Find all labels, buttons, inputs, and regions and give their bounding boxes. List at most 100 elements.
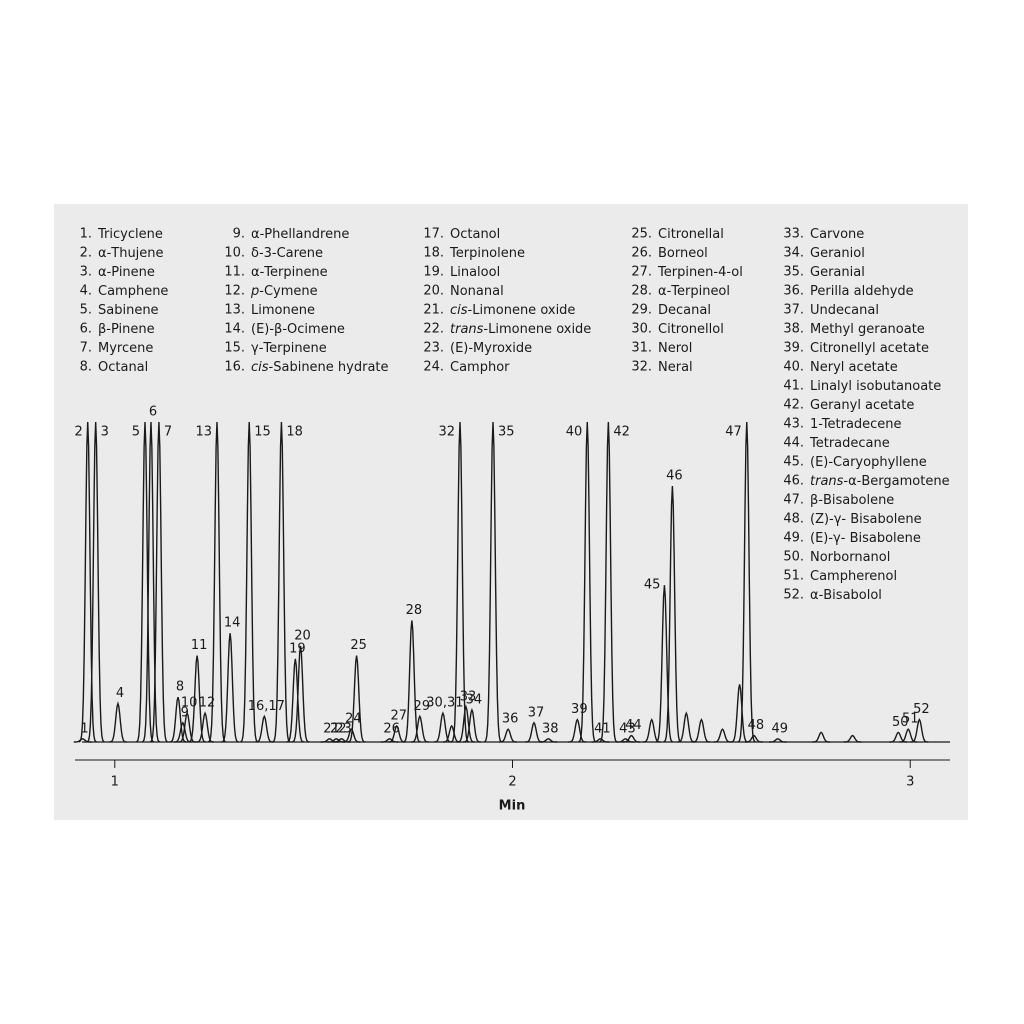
legend-italic: p [250,284,259,299]
legend-name: Citronellol [658,322,724,337]
peak-label: 30,31 [426,696,463,711]
peak [109,701,127,743]
legend-number: 27. [631,265,652,280]
legend-text: -Limonene oxide [483,322,591,337]
peak [73,738,92,743]
peak [255,714,274,743]
peak-label: 11 [191,638,208,653]
peak [463,707,481,743]
legend-number: 22. [423,322,444,337]
legend-text: α-Thujene [98,246,164,261]
legend-number: 21. [423,303,444,318]
legend-text: α-Pinene [98,265,155,280]
peak-label: 16,17 [248,699,285,714]
legend-text: Carvone [810,227,864,242]
legend-name: Carvone [810,227,864,242]
legend-number: 43. [783,417,804,432]
legend-text: β-Pinene [98,322,155,337]
legend-text: Citronellal [658,227,724,242]
peak-label: 9 [181,705,189,720]
peak-label: 25 [350,638,367,653]
legend-number: 10. [224,246,245,261]
peak-label: 22 [330,721,347,736]
legend-name: Nonanal [450,284,504,299]
legend-number: 40. [783,360,804,375]
legend-text: Linalool [450,265,500,280]
legend-name: p-Cymene [250,284,318,299]
peak [387,724,406,743]
peak [616,738,635,743]
legend-number: 2. [80,246,92,261]
legend-text: Camphene [98,284,168,299]
peak [332,738,351,743]
legend-text: Borneol [658,246,708,261]
legend-text: Terpinolene [449,246,525,261]
peak [663,485,682,743]
legend-name: Undecanal [810,303,879,318]
legend-text: Geranyl acetate [810,398,914,413]
legend-name: α-Pinene [98,265,155,280]
legend-number: 52. [783,588,804,603]
legend-name: trans-Limonene oxide [450,322,591,337]
legend-text: Nerol [658,341,692,356]
legend-text: α-Terpinene [251,265,328,280]
legend-name: α-Thujene [98,246,164,261]
peak-label: 52 [913,702,930,717]
peak [599,421,618,743]
legend-text: Citronellyl acetate [810,341,929,356]
legend-number: 44. [783,436,804,451]
legend-text: (E)-β-Ocimene [251,322,345,337]
legend-number: 42. [783,398,804,413]
x-axis-label: Min [499,799,526,814]
legend-name: Perilla aldehyde [810,284,914,299]
legend-name: trans-α-Bergamotene [810,474,950,489]
peak-label: 27 [390,709,407,724]
legend-number: 45. [783,455,804,470]
legend-name: γ-Terpinene [251,341,327,356]
legend-number: 17. [423,227,444,242]
peak-label: 7 [164,425,172,440]
x-tick-label: 2 [508,775,516,790]
peak-label: 21 [323,721,340,736]
peak-label: 38 [542,721,559,736]
peak [221,633,240,743]
legend-text: -α-Bergamotene [843,474,949,489]
legend-name: Campherenol [810,569,897,584]
peak [642,718,661,743]
legend-text: (E)-Caryophyllene [810,455,927,470]
peak [457,704,475,743]
legend-number: 50. [783,550,804,565]
legend-number: 7. [80,341,92,356]
legend-name: δ-3-Carene [251,246,323,261]
legend-name: α-Terpinene [251,265,328,280]
legend-text: (E)-γ- Bisabolene [810,531,921,546]
legend-text: Sabinene [98,303,159,318]
legend-number: 36. [783,284,804,299]
legend-number: 1. [80,227,92,242]
legend-text: Nonanal [450,284,504,299]
legend-number: 30. [631,322,652,337]
peak-label: 1 [80,721,88,736]
peak [291,645,310,743]
legend-name: Geraniol [810,246,865,261]
peak-label: 44 [625,718,642,733]
peak [272,421,291,743]
legend-number: 47. [783,493,804,508]
peak [483,421,503,743]
legend-name: Nerol [658,341,692,356]
legend-number: 9. [233,227,245,242]
legend-name: Camphene [98,284,168,299]
legend-italic: cis [251,360,269,375]
peak [169,697,187,743]
legend-name: Linalyl isobutanoate [810,379,941,394]
peak [135,421,155,743]
legend-text: Neryl acetate [810,360,898,375]
legend-name: (E)-Caryophyllene [810,455,927,470]
peak-label: 46 [666,469,683,484]
legend-number: 19. [423,265,444,280]
x-tick-label: 3 [906,775,914,790]
peak-label: 49 [772,721,789,736]
legend-text: Neral [658,360,693,375]
legend-number: 5. [80,303,92,318]
